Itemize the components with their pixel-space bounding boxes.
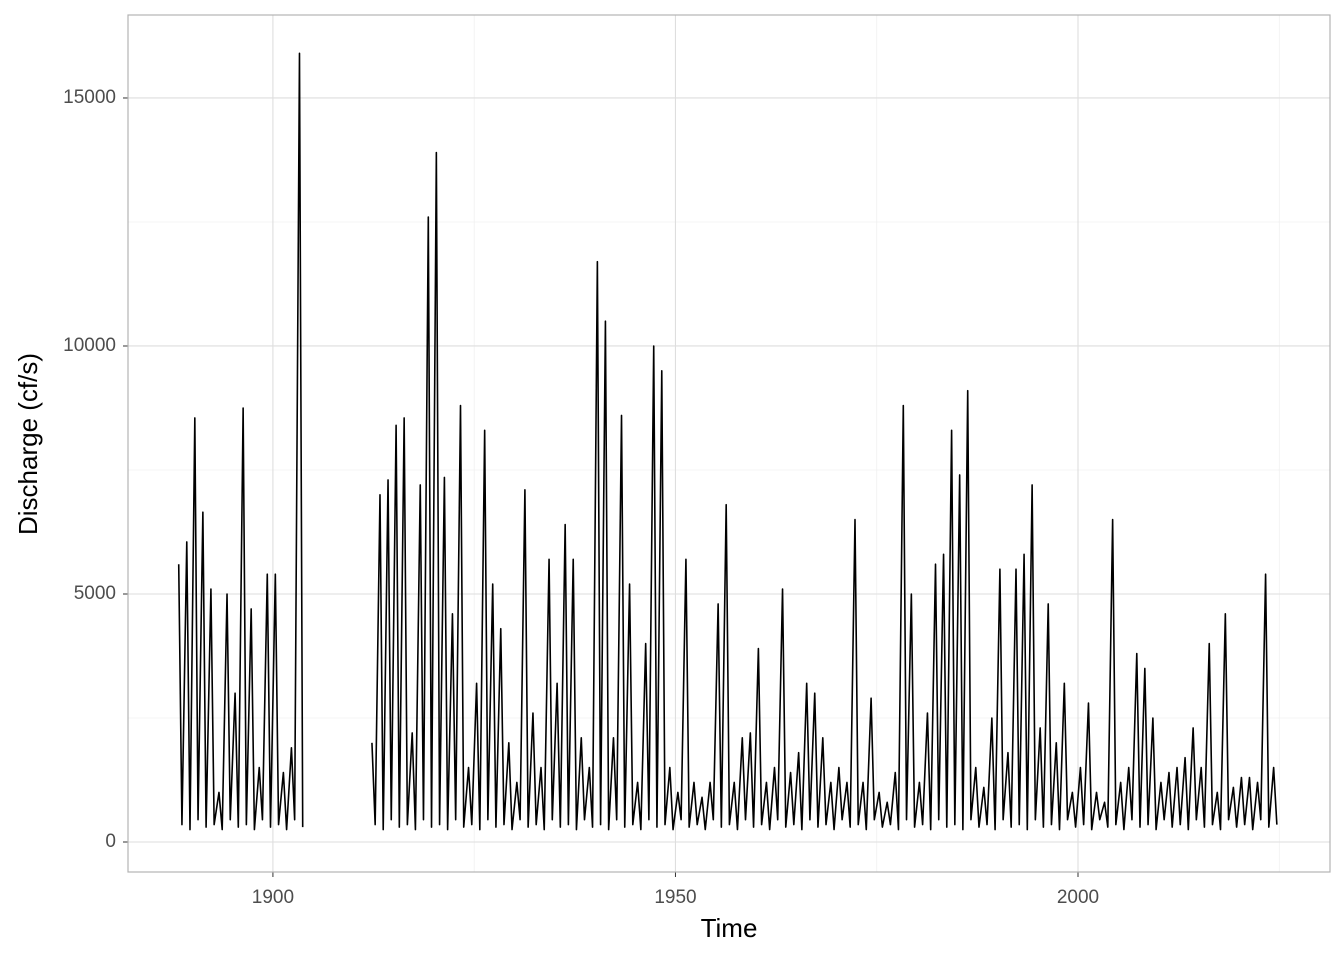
x-axis-label: Time <box>701 913 758 943</box>
x-tick-label: 1950 <box>654 887 696 908</box>
y-tick-label: 0 <box>105 831 116 852</box>
y-tick-label: 15000 <box>63 87 116 108</box>
x-tick-label: 1900 <box>252 887 294 908</box>
series-line <box>177 52 1278 831</box>
x-tick-label: 2000 <box>1057 887 1099 908</box>
y-axis-label: Discharge (cf/s) <box>13 353 43 535</box>
y-tick-label: 10000 <box>63 335 116 356</box>
panel-border <box>127 14 1331 873</box>
y-tick-label: 5000 <box>74 583 116 604</box>
